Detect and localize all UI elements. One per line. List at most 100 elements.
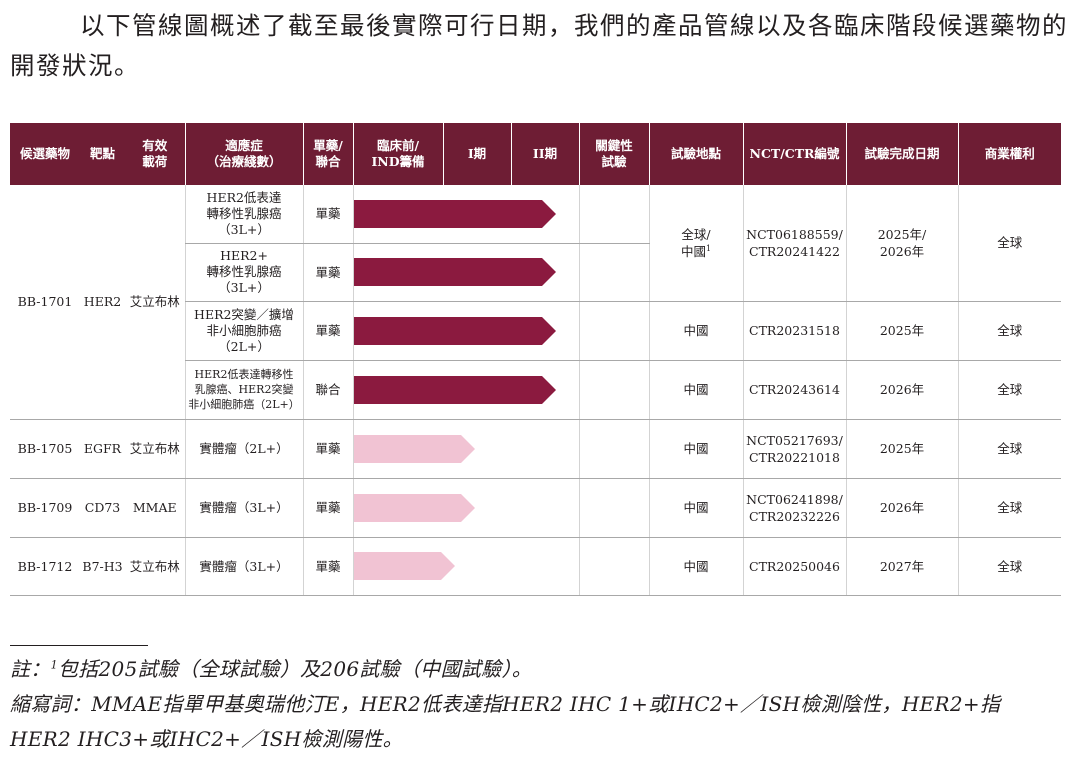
target-cell: HER2 — [80, 185, 125, 420]
candidate-cell: BB-1701 — [10, 185, 80, 420]
progress-bar — [353, 434, 475, 463]
table-row: BB-1701 HER2 艾立布林 HER2低表達 轉移性乳腺癌 （3L+） 單… — [10, 185, 1061, 420]
header-mono-combo: 單藥/ 聯合 — [302, 123, 353, 185]
header-phase2: II期 — [510, 123, 579, 185]
progress-arrow — [353, 199, 556, 228]
progress-bar — [353, 375, 556, 404]
indication-text: HER2低表達轉移性 乳腺癌、HER2突變 非小細胞肺癌（2L+） — [188, 368, 300, 411]
location-text: 全球/ 中國 — [680, 226, 711, 259]
nct-cell: CTR20250046 — [742, 537, 846, 596]
indication-cell: 實體瘤（3L+） — [184, 537, 303, 596]
payload-cell: 艾立布林 — [125, 537, 185, 596]
progress-arrow-shape — [353, 199, 556, 228]
completion-cell: 2025年 — [845, 301, 958, 361]
indication-text: HER2低表達 轉移性乳腺癌 （3L+） — [206, 189, 282, 237]
progress-arrow — [353, 552, 455, 580]
header-indication: 適應症 （治療綫數） — [184, 123, 303, 185]
indication-cell: HER2+ 轉移性乳腺癌 （3L+） — [184, 243, 303, 302]
payload-cell: 艾立布林 — [125, 419, 185, 479]
rights-cell: 全球 — [957, 185, 1061, 302]
progress-arrow-shape — [353, 316, 556, 345]
progress-arrow — [353, 316, 556, 345]
footnote-block: 註：1包括205試驗（全球試驗）及206試驗（中國試驗）。 縮寫詞：MMAE指單… — [10, 652, 1075, 757]
indication-cell: 實體瘤（2L+） — [184, 419, 303, 479]
footnote-text: 包括205試驗（全球試驗）及206試驗（中國試驗）。 — [57, 657, 533, 681]
table-row: BB-1709 CD73 MMAE 實體瘤（3L+） 單藥 中國 NCT0624… — [10, 478, 1061, 538]
location-cell: 中國 — [648, 478, 743, 538]
progress-bar — [353, 493, 475, 522]
header-completion: 試驗完成日期 — [845, 123, 958, 185]
table-row: BB-1712 B7-H3 艾立布林 實體瘤（3L+） 單藥 中國 CTR202… — [10, 537, 1061, 596]
progress-bar — [353, 199, 556, 228]
progress-arrow — [353, 258, 556, 286]
progress-arrow — [353, 434, 475, 463]
progress-cell — [352, 360, 579, 420]
nct-cell: CTR20231518 — [742, 301, 846, 361]
rights-cell: 全球 — [957, 360, 1061, 420]
progress-cell — [352, 419, 579, 479]
mono-combo-cell: 聯合 — [302, 360, 353, 420]
mono-combo-cell: 單藥 — [302, 419, 353, 479]
indication-cell: 實體瘤（3L+） — [184, 478, 303, 538]
completion-cell: 2025年/ 2026年 — [845, 185, 958, 302]
mono-combo-cell: 單藥 — [302, 185, 353, 244]
progress-arrow — [353, 375, 556, 404]
header-payload: 有效 載荷 — [125, 123, 185, 185]
rights-cell: 全球 — [957, 419, 1061, 479]
header-target: 靶點 — [80, 123, 125, 185]
table-header-row: 候選藥物 靶點 有效 載荷 適應症 （治療綫數） 單藥/ 聯合 臨床前/ IND… — [10, 123, 1061, 185]
header-pivotal: 關鍵性 試驗 — [578, 123, 649, 185]
pivotal-cell — [578, 243, 649, 302]
progress-cell — [352, 301, 579, 361]
intro-text: 以下管線圖概述了截至最後實際可行日期，我們的產品管線以及各臨床階段候選藥物的開發… — [10, 11, 1068, 80]
location-cell: 中國 — [648, 537, 743, 596]
nct-cell: CTR20243614 — [742, 360, 846, 420]
progress-bar — [353, 316, 556, 345]
footnote-prefix: 註： — [10, 657, 51, 681]
target-cell: EGFR — [80, 419, 125, 479]
pivotal-cell — [578, 360, 649, 420]
pipeline-table: 候選藥物 靶點 有效 載荷 適應症 （治療綫數） 單藥/ 聯合 臨床前/ IND… — [10, 123, 1061, 596]
location-cell: 中國 — [648, 360, 743, 420]
footnote-line: 註：1包括205試驗（全球試驗）及206試驗（中國試驗）。 — [10, 652, 1075, 687]
progress-arrow-shape — [353, 375, 556, 404]
indication-text: HER2突變／擴增 非小細胞肺癌 （2L+） — [194, 306, 294, 354]
indication-text: HER2+ 轉移性乳腺癌 （3L+） — [206, 248, 282, 295]
target-cell: B7-H3 — [80, 537, 125, 596]
header-rights: 商業權利 — [957, 123, 1061, 185]
rights-cell: 全球 — [957, 478, 1061, 538]
indication-cell: HER2低表達 轉移性乳腺癌 （3L+） — [184, 185, 303, 244]
location-cell: 全球/ 中國1 — [648, 185, 743, 302]
progress-arrow-shape — [353, 258, 556, 286]
pivotal-cell — [578, 419, 649, 479]
indication-cell: HER2低表達轉移性 乳腺癌、HER2突變 非小細胞肺癌（2L+） — [184, 360, 303, 420]
pivotal-cell — [578, 537, 649, 596]
progress-cell — [352, 185, 579, 244]
table-row: HER2低表達轉移性 乳腺癌、HER2突變 非小細胞肺癌（2L+） 聯合 中國 … — [10, 360, 1061, 420]
progress-cell — [352, 243, 579, 302]
abbreviation-line-1: 縮寫詞：MMAE指單甲基奧瑞他汀E，HER2低表達指HER2 IHC 1+或IH… — [10, 692, 1001, 716]
location-cell: 中國 — [648, 419, 743, 479]
payload-cell: MMAE — [125, 478, 185, 538]
nct-cell: NCT06188559/ CTR20241422 — [742, 185, 846, 302]
progress-arrow-shape — [353, 493, 475, 522]
table-row: HER2+ 轉移性乳腺癌 （3L+） 單藥 — [10, 243, 1061, 302]
nct-cell: NCT05217693/ CTR20221018 — [742, 419, 846, 479]
location-footnote-marker: 1 — [705, 243, 712, 253]
header-candidate: 候選藥物 — [10, 123, 80, 185]
target-cell: CD73 — [80, 478, 125, 538]
footnote-divider — [10, 645, 148, 646]
progress-arrow-shape — [353, 552, 455, 580]
mono-combo-cell: 單藥 — [302, 243, 353, 302]
nct-cell: NCT06241898/ CTR20232226 — [742, 478, 846, 538]
progress-cell — [352, 478, 579, 538]
location-cell: 中國 — [648, 301, 743, 361]
progress-cell — [352, 537, 579, 596]
header-preclinical: 臨床前/ IND籌備 — [352, 123, 443, 185]
header-nct: NCT/CTR編號 — [742, 123, 846, 185]
indication-cell: HER2突變／擴增 非小細胞肺癌 （2L+） — [184, 301, 303, 361]
completion-cell: 2027年 — [845, 537, 958, 596]
pivotal-cell — [578, 185, 649, 244]
rights-cell: 全球 — [957, 301, 1061, 361]
mono-combo-cell: 單藥 — [302, 537, 353, 596]
